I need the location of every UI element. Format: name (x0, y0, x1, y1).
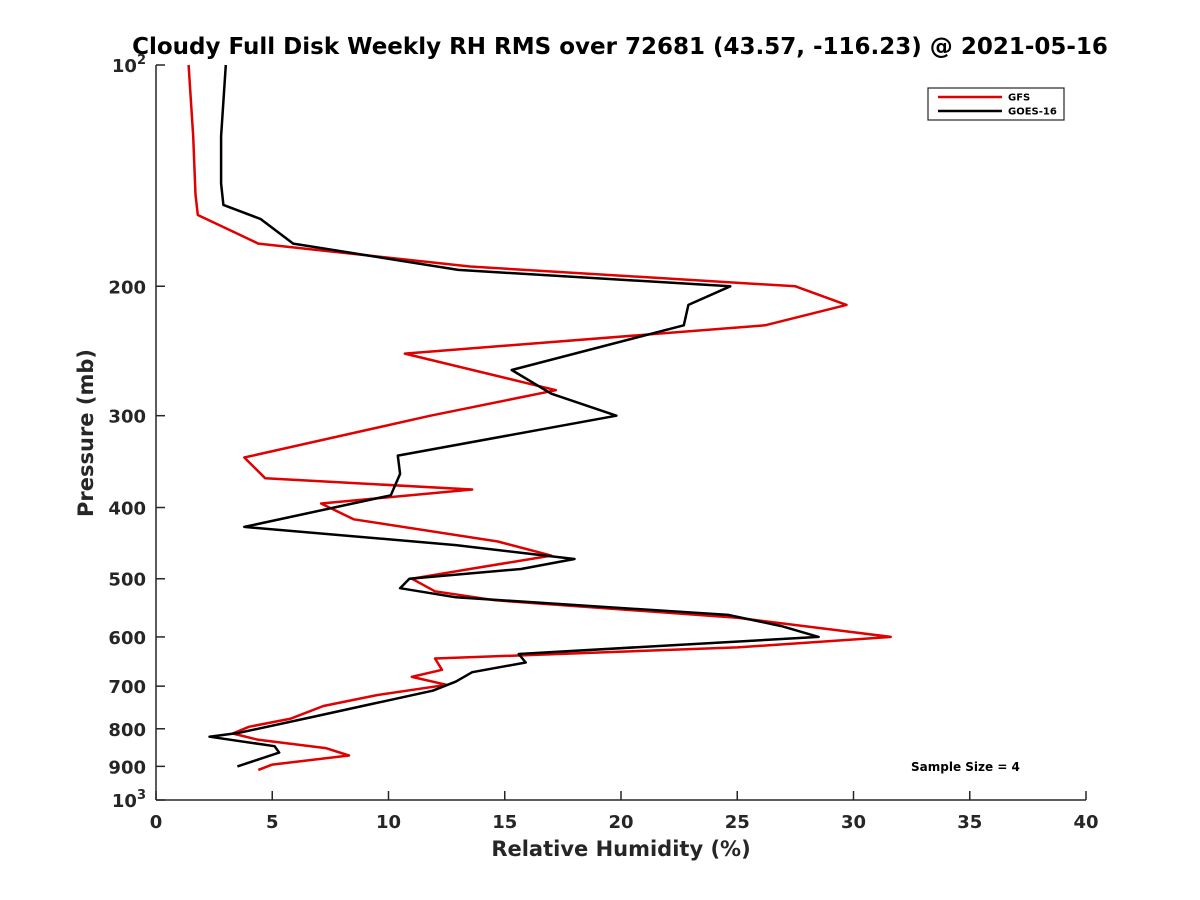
x-axis-label: Relative Humidity (%) (491, 837, 750, 861)
y-tick-exponent: 3 (137, 788, 146, 803)
x-axis-ticks: 0 5 10 15 20 25 30 35 40 (150, 791, 1099, 833)
x-tick-label: 10 (376, 812, 401, 833)
x-tick-label: 5 (266, 812, 279, 833)
x-tick-label: 20 (608, 812, 633, 833)
x-tick-label: 15 (492, 812, 517, 833)
y-tick-label: 500 (108, 570, 146, 591)
y-tick-label: 700 (108, 677, 146, 698)
y-axis-label: Pressure (mb) (74, 349, 98, 517)
chart-title: Cloudy Full Disk Weekly RH RMS over 7268… (132, 34, 1108, 60)
y-tick-label: 900 (108, 757, 146, 778)
y-tick-exponent: 2 (137, 53, 146, 68)
series-line-goes16 (208, 64, 820, 768)
y-tick-label: 102 (112, 53, 146, 77)
legend: GFS GOES-16 (927, 87, 1065, 121)
x-tick-label: 25 (725, 812, 750, 833)
legend-box (927, 87, 1065, 121)
series-line-gfs (187, 64, 892, 772)
y-tick-label: 200 (108, 277, 146, 298)
y-tick-label: 600 (108, 628, 146, 649)
sample-size-annotation: Sample Size = 4 (911, 760, 1020, 774)
y-tick-label: 400 (108, 499, 146, 520)
legend-label-gfs: GFS (1008, 93, 1030, 104)
x-tick-label: 35 (957, 812, 982, 833)
legend-label-goes16: GOES-16 (1008, 107, 1057, 118)
y-tick-label: 300 (108, 407, 146, 428)
x-tick-label: 40 (1073, 812, 1098, 833)
plot-lines (187, 64, 892, 772)
y-tick-label: 800 (108, 720, 146, 741)
x-tick-label: 30 (841, 812, 866, 833)
x-tick-label: 0 (150, 812, 163, 833)
